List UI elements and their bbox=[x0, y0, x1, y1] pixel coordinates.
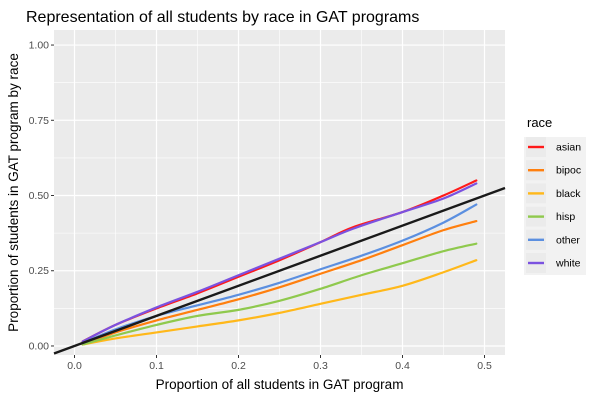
y-tick-label: 0.50 bbox=[29, 190, 50, 202]
y-axis-title: Proportion of students in GAT program by… bbox=[6, 53, 21, 332]
y-tick-label: 0.00 bbox=[29, 340, 50, 352]
legend-label-hisp: hisp bbox=[556, 211, 575, 223]
chart-title: Representation of all students by race i… bbox=[26, 9, 419, 26]
series-line-bipoc bbox=[81, 219, 478, 346]
legend-label-black: black bbox=[556, 188, 581, 200]
grid-minor bbox=[54, 30, 505, 355]
series-line-black bbox=[81, 259, 478, 346]
legend-label-asian: asian bbox=[556, 142, 581, 154]
series-line-white bbox=[81, 182, 478, 343]
reference-line-group bbox=[53, 186, 506, 355]
y-tick-label: 0.25 bbox=[29, 265, 50, 277]
legend: race asian bipoc black hisp other white bbox=[524, 115, 586, 275]
y-tick-label: 1.00 bbox=[29, 40, 50, 52]
x-tick-label: 0.5 bbox=[477, 360, 492, 372]
legend-label-white: white bbox=[555, 258, 581, 270]
y-axis-ticks: 0.00 0.25 0.50 0.75 1.00 bbox=[29, 40, 54, 352]
x-axis-title: Proportion of all students in GAT progra… bbox=[156, 377, 404, 392]
series-line-hisp bbox=[81, 242, 478, 346]
x-tick-label: 0.0 bbox=[67, 360, 82, 372]
legend-key-panel bbox=[524, 137, 586, 275]
x-tick-label: 0.3 bbox=[313, 360, 328, 372]
reference-line bbox=[53, 186, 506, 355]
legend-label-bipoc: bipoc bbox=[556, 165, 581, 177]
y-tick-label: 0.75 bbox=[29, 115, 50, 127]
x-tick-label: 0.4 bbox=[395, 360, 410, 372]
x-tick-label: 0.1 bbox=[149, 360, 164, 372]
legend-title: race bbox=[527, 115, 552, 130]
x-axis-ticks: 0.0 0.1 0.2 0.3 0.4 0.5 bbox=[67, 355, 492, 372]
legend-label-other: other bbox=[556, 234, 580, 246]
x-tick-label: 0.2 bbox=[231, 360, 246, 372]
